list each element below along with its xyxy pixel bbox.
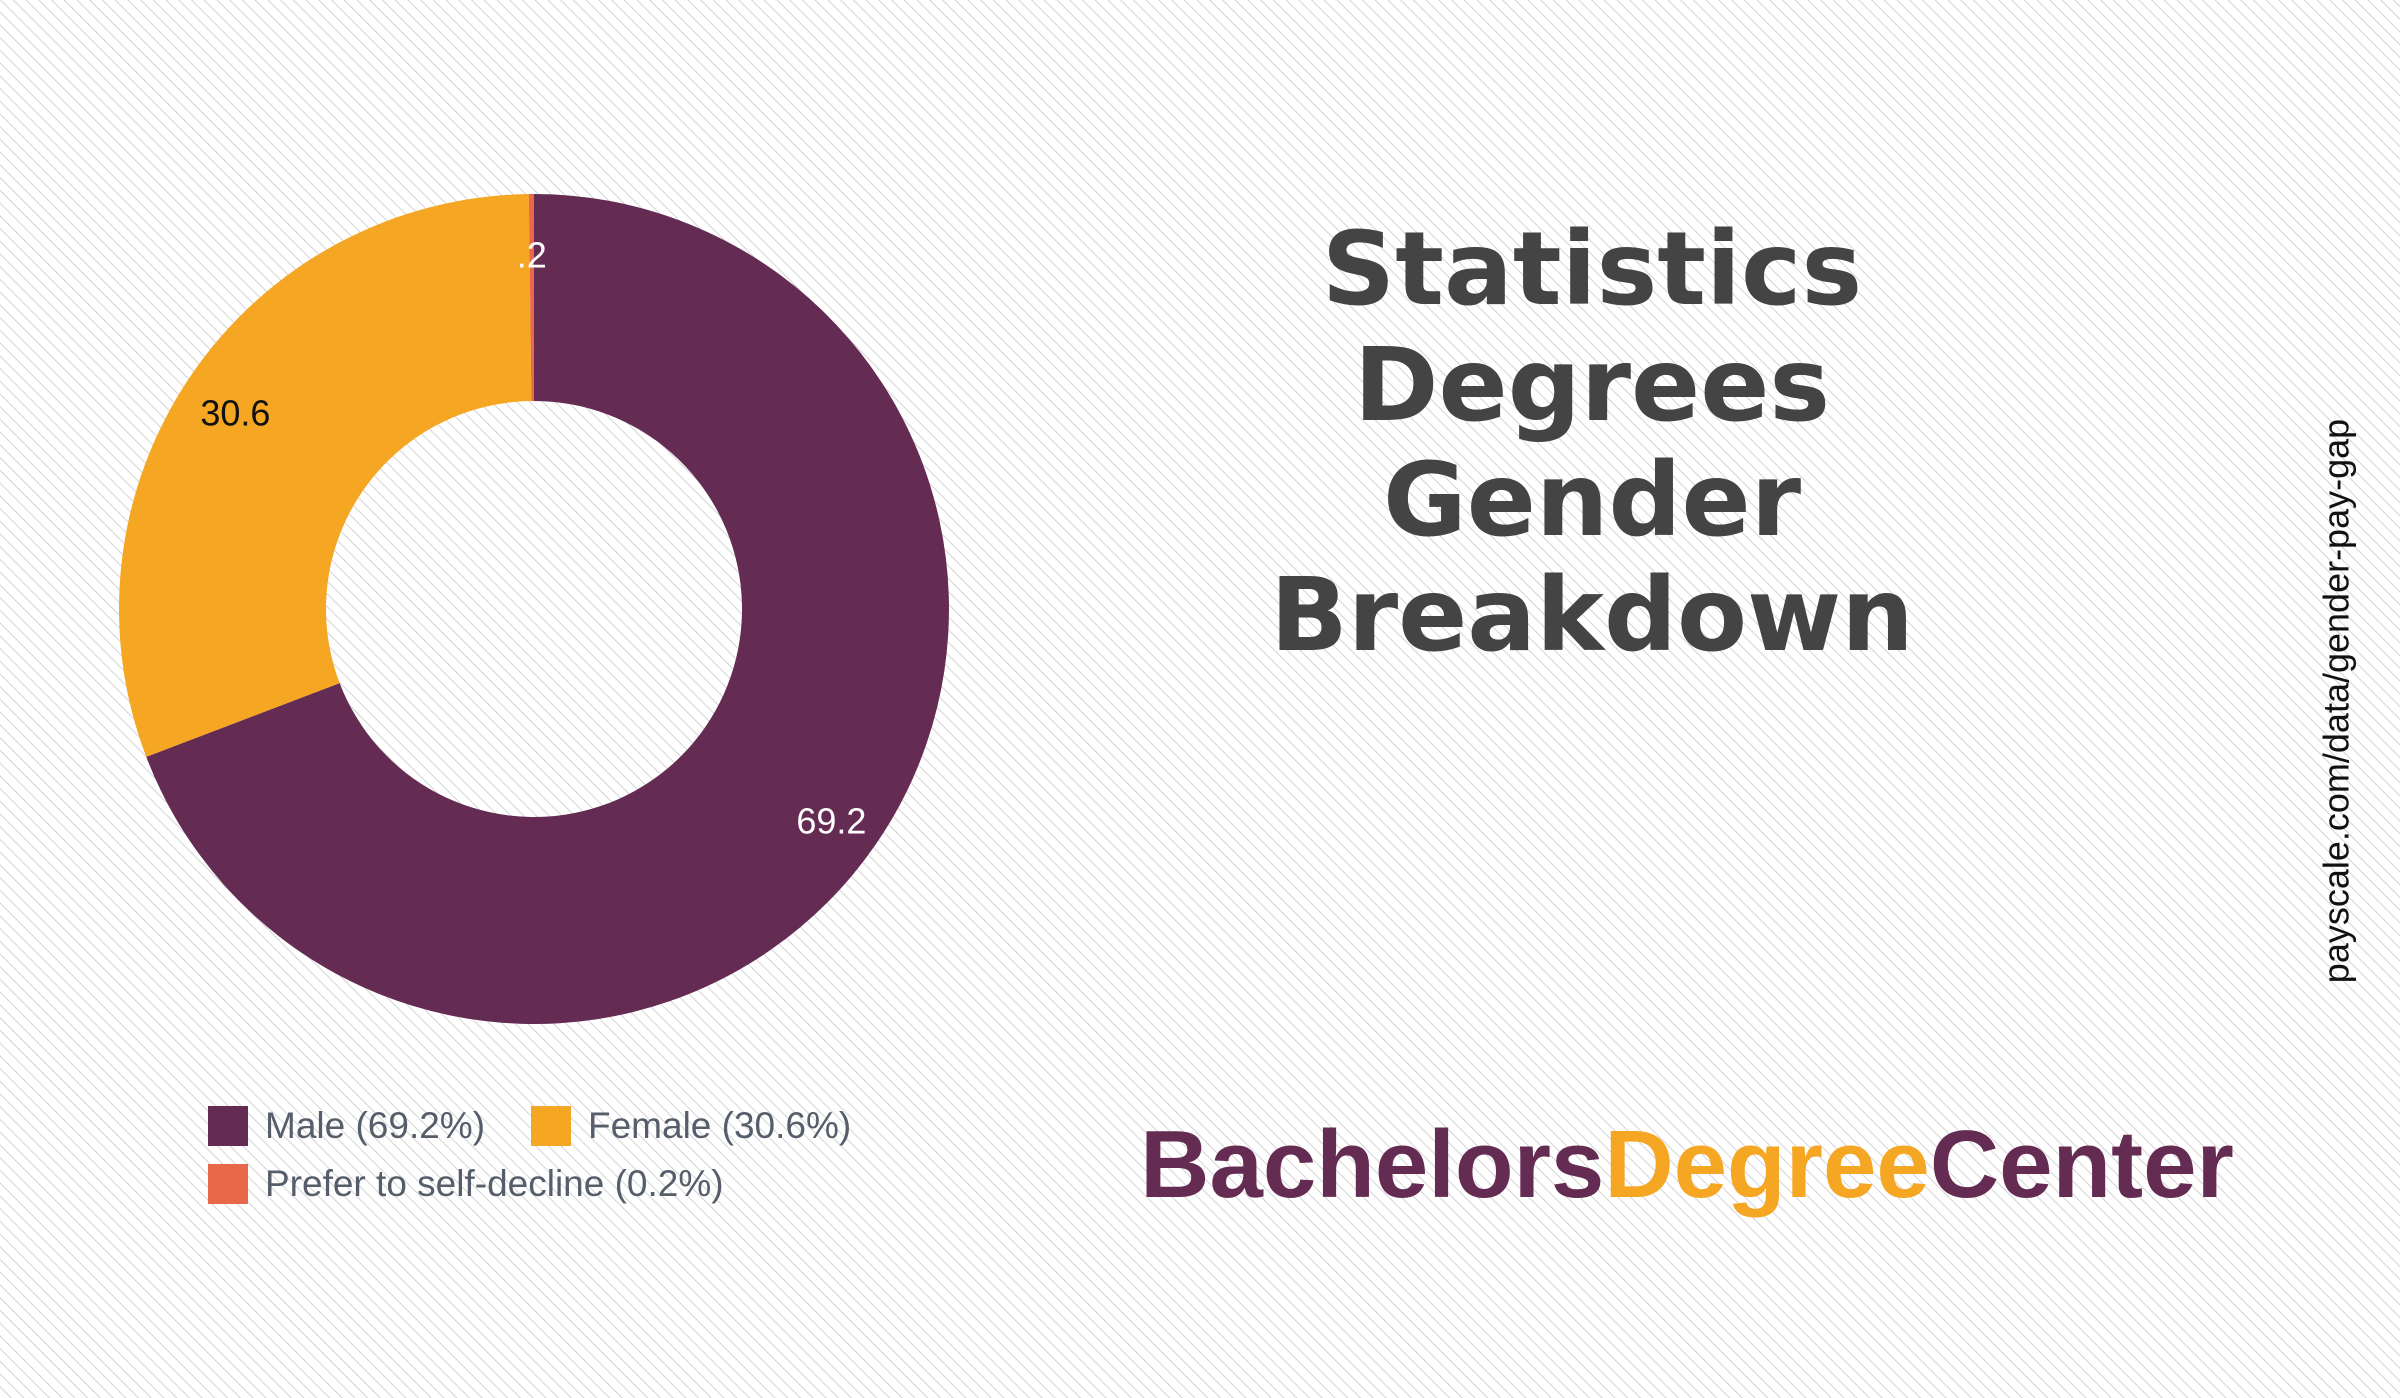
brand: BachelorsDegreeCenter: [1140, 1111, 2234, 1218]
legend-label: Female (30.6%): [588, 1105, 851, 1146]
donut-slice: [528, 194, 534, 402]
value-label: 69.2: [796, 800, 866, 841]
donut-slice: [118, 194, 532, 757]
legend-swatch: [208, 1106, 248, 1146]
legend-swatch: [208, 1164, 248, 1204]
title-line: Statistics: [1322, 210, 1862, 329]
value-label: 30.6: [200, 393, 270, 434]
value-label: .2: [517, 234, 547, 275]
brand-part: Center: [1930, 1111, 2234, 1218]
donut-slice: [146, 194, 950, 1024]
brand-part: Degree: [1604, 1111, 1930, 1218]
title-line: Degrees: [1354, 326, 1830, 445]
legend-swatch: [531, 1106, 571, 1146]
legend-label: Prefer to self-decline (0.2%): [265, 1163, 724, 1204]
legend-label: Male (69.2%): [265, 1105, 485, 1146]
brand-part: Bachelors: [1140, 1111, 1604, 1218]
title-line: Breakdown: [1270, 556, 1914, 675]
title-line: Gender: [1383, 441, 1801, 560]
source: payscale.com/data/gender-pay-gap: [2316, 419, 2357, 983]
